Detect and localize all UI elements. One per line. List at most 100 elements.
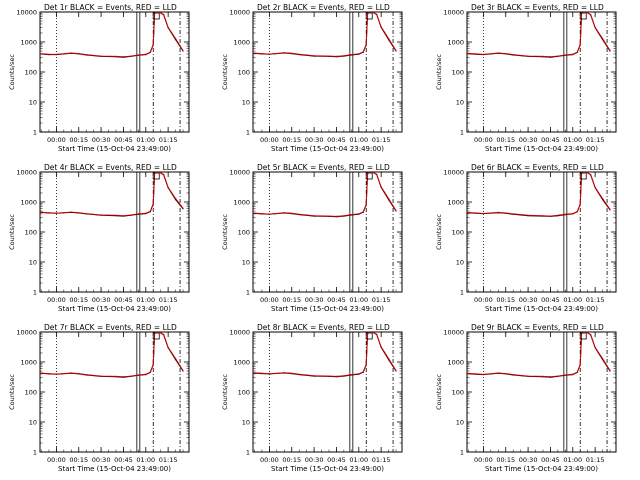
- data-point-lld: [350, 214, 352, 216]
- x-tick-label: 00:45: [327, 136, 346, 144]
- series-line-events: [40, 332, 184, 378]
- x-tick-label: 00:30: [92, 136, 111, 144]
- data-point-lld: [572, 53, 574, 55]
- y-tick-label: 10000: [16, 9, 37, 17]
- data-point-lld: [48, 373, 50, 375]
- x-tick-label: 00:15: [69, 456, 88, 464]
- data-point-lld: [115, 375, 117, 377]
- data-point-lld: [365, 43, 367, 45]
- data-point-lld: [335, 375, 337, 377]
- series-line-events: [40, 172, 184, 217]
- data-point-lld: [609, 49, 611, 52]
- x-tick-label: 01:00: [136, 136, 155, 144]
- plot-frame: [39, 171, 190, 293]
- y-tick-label: 100: [452, 69, 464, 77]
- data-point-lld: [497, 52, 499, 54]
- x-tick-label: 00:45: [327, 456, 346, 464]
- x-axis-label: Start Time (15-Oct-04 23:49:00): [271, 145, 384, 153]
- data-point-lld: [557, 214, 559, 216]
- chart-panel: Det 4r BLACK = Events, RED = LLD 1 10 100 10…: [8, 163, 190, 313]
- x-tick-label: 01:00: [136, 296, 155, 304]
- x-tick-label: 00:30: [305, 456, 324, 464]
- x-tick-label: 00:00: [474, 296, 493, 304]
- annotation-box: [365, 12, 373, 20]
- data-point-lld: [100, 214, 102, 216]
- y-axis-label: Counts/sec: [221, 54, 229, 90]
- data-point-lld: [152, 44, 154, 46]
- data-point-lld: [367, 172, 369, 173]
- data-point-lld: [512, 54, 514, 56]
- data-point-lld: [380, 186, 382, 188]
- y-tick-label: 10: [29, 259, 37, 267]
- data-point-lld: [343, 215, 345, 217]
- y-tick-label: 1: [33, 289, 37, 297]
- plot-frame: [252, 171, 403, 293]
- y-axis-label: Counts/sec: [8, 214, 16, 250]
- y-axis-label: Counts/sec: [8, 54, 16, 90]
- y-axis-label: Counts/sec: [221, 214, 229, 250]
- data-point-lld: [70, 372, 72, 374]
- y-tick-label: 10: [242, 259, 250, 267]
- data-point-lld: [581, 332, 583, 333]
- data-point-lld: [505, 53, 507, 55]
- y-tick-label: 1: [460, 449, 464, 457]
- data-point-lld: [55, 53, 58, 56]
- chart-panel: Det 9r BLACK = Events, RED = LLD 1 10 100 10…: [435, 323, 617, 473]
- data-point-lld: [130, 214, 132, 216]
- series-line-lld: [40, 332, 184, 378]
- data-point-lld: [579, 364, 581, 366]
- x-tick-label: 00:15: [69, 136, 88, 144]
- y-tick-label: 1: [460, 129, 464, 137]
- data-point-lld: [40, 53, 41, 55]
- data-point-lld: [40, 372, 41, 374]
- x-tick-label: 00:00: [474, 136, 493, 144]
- series-line-events: [467, 172, 611, 217]
- data-point-lld: [482, 53, 484, 56]
- chart-title: Det 6r BLACK = Events, RED = LLD: [471, 163, 604, 172]
- series-line-lld: [467, 332, 611, 378]
- y-tick-label: 10000: [443, 329, 464, 337]
- data-point-lld: [291, 52, 293, 54]
- x-tick-label: 00:00: [260, 456, 279, 464]
- data-point-lld: [594, 346, 596, 348]
- y-axis-label: Counts/sec: [8, 374, 16, 410]
- data-point-lld: [152, 203, 154, 205]
- x-tick-label: 01:00: [563, 296, 582, 304]
- chart-title: Det 9r BLACK = Events, RED = LLD: [471, 323, 604, 332]
- x-tick-label: 00:15: [496, 456, 515, 464]
- series-line-lld: [40, 172, 184, 217]
- data-point-lld: [145, 373, 147, 375]
- x-tick-label: 00:45: [114, 456, 133, 464]
- chart-panel: Det 8r BLACK = Events, RED = LLD 1 10 100 10…: [221, 323, 403, 473]
- data-point-lld: [368, 12, 370, 13]
- data-point-lld: [335, 215, 337, 217]
- x-tick-label: 00:45: [327, 296, 346, 304]
- data-point-lld: [497, 211, 499, 213]
- y-tick-label: 10000: [229, 329, 250, 337]
- series-line-events: [467, 332, 611, 378]
- x-tick-label: 00:30: [519, 296, 538, 304]
- y-axis-label: Counts/sec: [221, 374, 229, 410]
- x-tick-label: 00:15: [282, 296, 301, 304]
- data-point-lld: [590, 334, 592, 336]
- data-point-lld: [163, 14, 165, 16]
- x-tick-label: 00:45: [541, 456, 560, 464]
- x-tick-label: 00:30: [519, 456, 538, 464]
- x-tick-label: 00:30: [519, 136, 538, 144]
- data-point-lld: [362, 51, 364, 53]
- data-point-lld: [163, 174, 165, 176]
- data-point-lld: [350, 54, 352, 56]
- data-point-lld: [579, 203, 581, 205]
- plot-frame: [39, 11, 190, 133]
- x-tick-label: 00:00: [260, 136, 279, 144]
- x-axis-label: Start Time (15-Oct-04 23:49:00): [271, 465, 384, 473]
- data-point-lld: [358, 53, 360, 55]
- data-point-lld: [55, 373, 58, 375]
- y-tick-label: 100: [238, 229, 250, 237]
- y-tick-label: 1000: [233, 199, 250, 207]
- y-tick-label: 1: [33, 129, 37, 137]
- data-point-lld: [371, 332, 373, 333]
- data-point-lld: [602, 358, 604, 360]
- data-point-lld: [149, 371, 151, 373]
- data-point-lld: [130, 55, 132, 57]
